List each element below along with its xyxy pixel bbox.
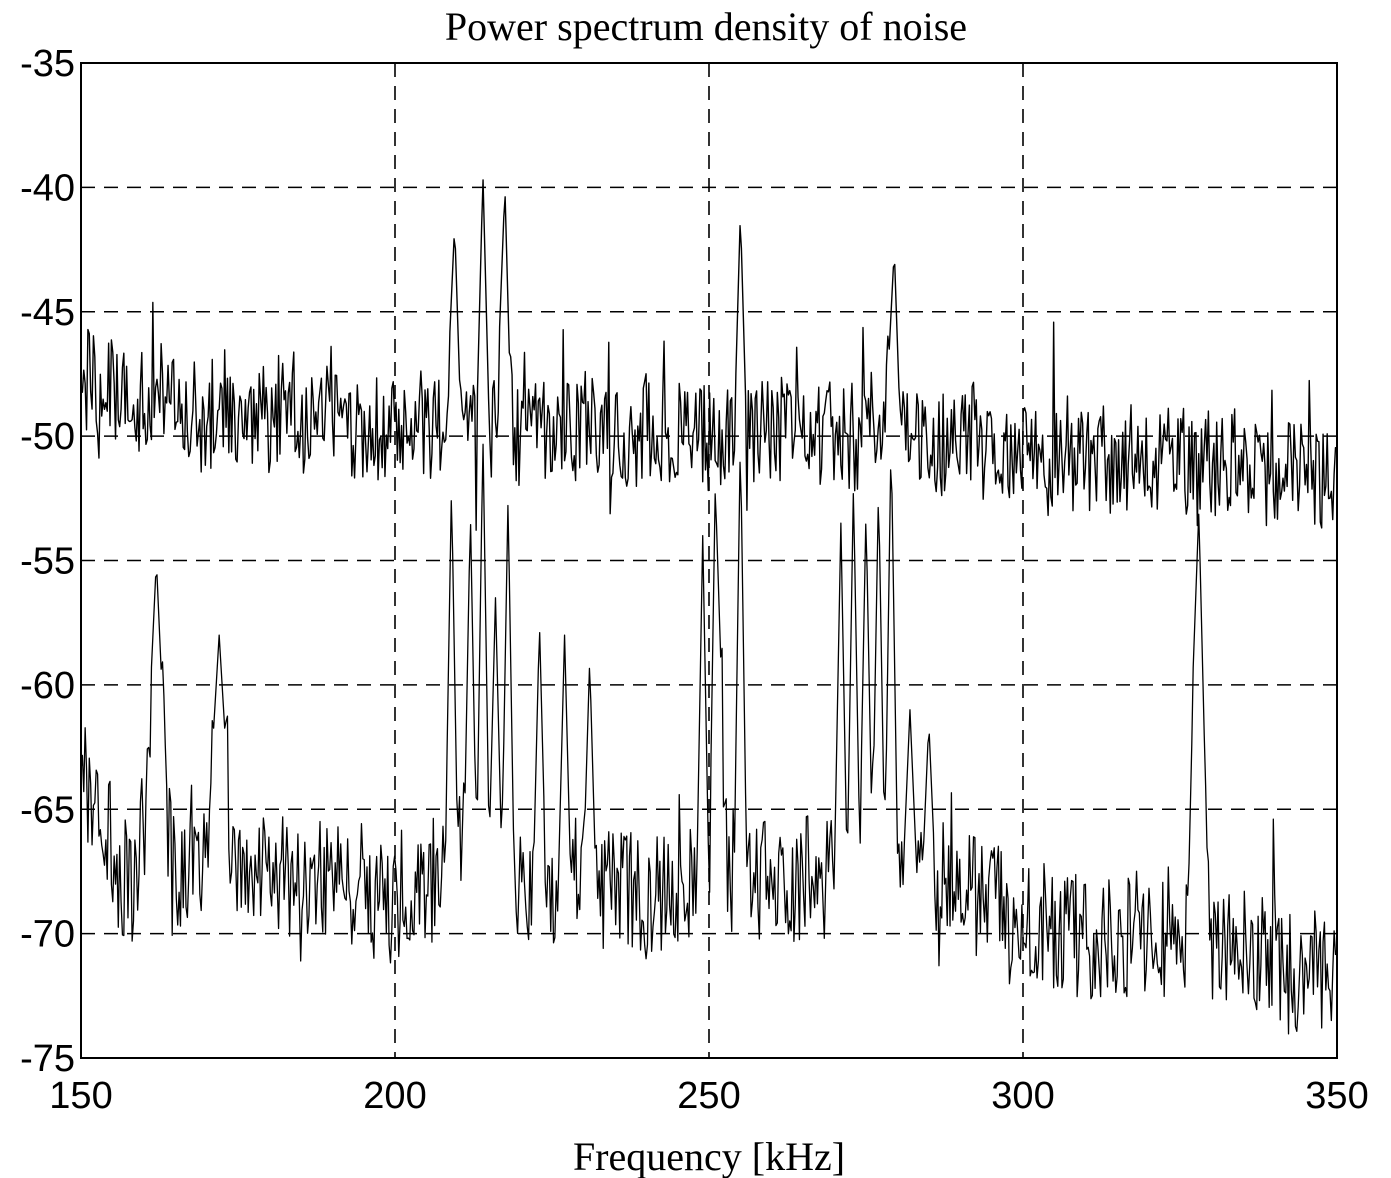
y-tick-label: -55 (20, 541, 75, 583)
x-tick-label: 300 (991, 1075, 1054, 1117)
tick-labels: 150 200 250 300 350 -35 -40 -45 -50 -55 -60 -65 -70 -… (20, 43, 1369, 1117)
y-tick-label: -40 (20, 167, 75, 209)
chart-title: Power spectrum density of noise (445, 4, 967, 49)
y-tick-label: -70 (20, 914, 75, 956)
x-tick-label: 250 (677, 1075, 740, 1117)
lower-noise-series-line (80, 443, 1338, 1035)
y-tick-label: -45 (20, 292, 75, 334)
y-tick-label: -75 (20, 1038, 75, 1080)
series-layer (80, 179, 1338, 1035)
axes-frame (80, 62, 1338, 1059)
y-tick-label: -35 (20, 43, 75, 85)
y-tick-label: -50 (20, 416, 75, 458)
x-tick-label: 150 (49, 1075, 112, 1117)
y-tick-label: -65 (20, 789, 75, 831)
y-tick-label: -60 (20, 665, 75, 707)
x-axis-label: Frequency [kHz] (573, 1134, 845, 1178)
upper-noise-series-line (80, 179, 1337, 531)
x-tick-label: 200 (363, 1075, 426, 1117)
x-tick-label: 350 (1305, 1075, 1368, 1117)
